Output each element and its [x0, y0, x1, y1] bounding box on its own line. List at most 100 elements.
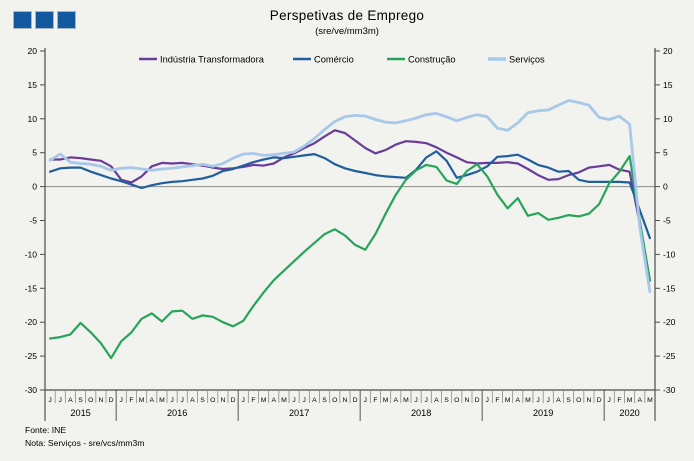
year-label: 2018: [411, 408, 431, 418]
y-tick-label-left: 5: [32, 148, 37, 158]
month-label: M: [383, 397, 389, 404]
legend-item-industria-transformadora: Indústria Transformadora: [139, 55, 265, 65]
month-label: O: [210, 397, 215, 404]
month-label: M: [261, 397, 267, 404]
y-tick-label-left: -30: [25, 385, 38, 395]
month-label: A: [637, 397, 642, 404]
legend-label: Construção: [408, 55, 456, 65]
y-tick-label-right: 20: [663, 46, 673, 56]
series-line-construcao: [48, 155, 652, 360]
month-label: M: [525, 397, 531, 404]
month-label: J: [181, 397, 184, 404]
month-label: O: [88, 397, 93, 404]
y-tick-label-left: -25: [25, 351, 38, 361]
legend-item-comercio: Comércio: [293, 55, 354, 65]
legend: Indústria Transformadora Comércio Construç…: [139, 55, 545, 65]
month-label: M: [159, 397, 165, 404]
month-label: J: [59, 397, 62, 404]
month-label: J: [536, 397, 539, 404]
month-label: A: [271, 397, 276, 404]
y-tick-label-right: 15: [663, 80, 673, 90]
month-label: A: [190, 397, 195, 404]
month-label: J: [48, 397, 51, 404]
y-tick-label-right: -5: [663, 216, 671, 226]
month-label: M: [281, 397, 287, 404]
month-label: A: [556, 397, 561, 404]
month-label: J: [120, 397, 123, 404]
month-label: M: [647, 397, 653, 404]
month-label: D: [597, 397, 602, 404]
legend-label: Serviços: [509, 55, 545, 65]
month-label: F: [617, 397, 621, 404]
month-label: J: [242, 397, 245, 404]
y-tick-label-left: -15: [25, 283, 38, 293]
month-label: A: [68, 397, 73, 404]
month-label: J: [414, 397, 417, 404]
month-label: S: [444, 397, 449, 404]
y-tick-label-right: -30: [663, 385, 676, 395]
month-label: M: [627, 397, 633, 404]
series-lines: [48, 99, 652, 360]
month-label: A: [312, 397, 317, 404]
month-label: N: [220, 397, 225, 404]
y-tick-label-right: -20: [663, 317, 676, 327]
month-label: M: [403, 397, 409, 404]
y-tick-label-right: -25: [663, 351, 676, 361]
legend-item-construcao: Construção: [387, 55, 456, 65]
source-note: Fonte: INE: [25, 425, 67, 435]
legend-item-servicos: Serviços: [488, 55, 545, 65]
logo-square: [35, 11, 54, 29]
month-label: J: [364, 397, 367, 404]
month-label: J: [303, 397, 306, 404]
y-tick-label-right: -15: [663, 283, 676, 293]
y-tick-label-right: 10: [663, 114, 673, 124]
month-label: N: [342, 397, 347, 404]
month-label: J: [547, 397, 550, 404]
month-label: A: [434, 397, 439, 404]
month-label: D: [475, 397, 480, 404]
month-label: N: [98, 397, 103, 404]
month-label: J: [170, 397, 173, 404]
month-label: F: [251, 397, 255, 404]
series-line-servicos: [48, 99, 652, 294]
month-label: A: [149, 397, 154, 404]
y-tick-label-right: -10: [663, 249, 676, 259]
month-label: J: [608, 397, 611, 404]
month-label: S: [322, 397, 327, 404]
month-label: A: [515, 397, 520, 404]
month-label: D: [231, 397, 236, 404]
y-tick-label-left: 20: [27, 46, 37, 56]
year-label: 2019: [533, 408, 553, 418]
month-label: D: [353, 397, 358, 404]
month-label: S: [78, 397, 83, 404]
month-label: M: [505, 397, 511, 404]
month-label: S: [566, 397, 571, 404]
month-label: D: [109, 397, 114, 404]
month-label: S: [200, 397, 205, 404]
month-label: O: [332, 397, 337, 404]
legend-label: Indústria Transformadora: [160, 55, 265, 65]
month-label: J: [486, 397, 489, 404]
month-label: F: [495, 397, 499, 404]
logo: [13, 11, 76, 29]
month-label: F: [373, 397, 377, 404]
series-line-comercio: [48, 150, 652, 240]
page-title: Perspetivas de Emprego: [269, 8, 425, 23]
year-label: 2020: [619, 408, 639, 418]
y-tick-label-right: 0: [663, 182, 668, 192]
y-tick-label-left: -20: [25, 317, 38, 327]
year-label: 2017: [289, 408, 309, 418]
month-label: N: [586, 397, 591, 404]
y-tick-label-left: 0: [32, 182, 37, 192]
y-tick-label-left: -10: [25, 249, 38, 259]
month-label: M: [139, 397, 145, 404]
month-label: A: [393, 397, 398, 404]
month-label: J: [292, 397, 295, 404]
logo-square: [13, 11, 32, 29]
logo-square: [57, 11, 76, 29]
year-label: 2016: [167, 408, 187, 418]
